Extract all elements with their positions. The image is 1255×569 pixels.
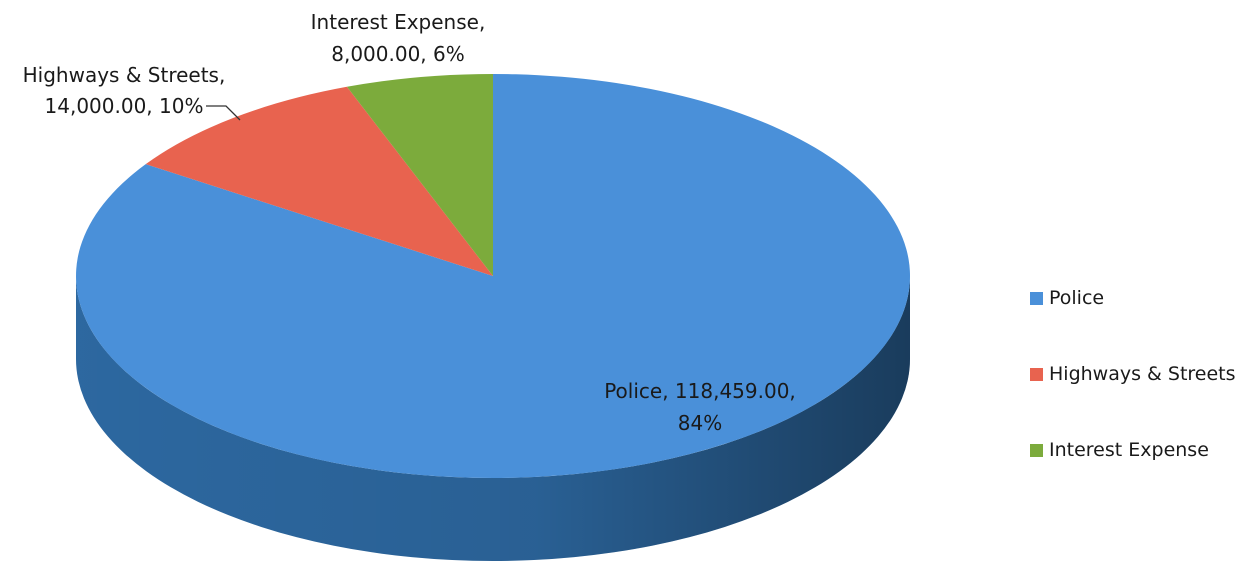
data-label-police-line1: Police, 118,459.00, [604, 379, 796, 403]
slice-police [76, 74, 911, 478]
slice-highways-streets [145, 86, 494, 276]
legend-item-highways-streets: Highways & Streets [1030, 358, 1252, 390]
pie-tops [76, 74, 911, 478]
legend-label-interest-expense: Interest Expense [1049, 439, 1209, 461]
legend-swatch-highways-streets [1030, 367, 1043, 381]
leader-lines [206, 105, 241, 121]
data-label-highways-streets-line2: 14,000.00, 10% [45, 94, 204, 118]
legend-item-interest-expense: Interest Expense [1030, 434, 1252, 466]
pie-sides [76, 276, 910, 561]
slice-interest-expense [346, 74, 493, 276]
legend-item-police: Police [1030, 282, 1252, 314]
side-shading [76, 276, 910, 561]
data-label-highways-streets-line1: Highways & Streets, [23, 63, 226, 87]
data-labels: Police, 118,459.00, 84% Highways & Streets… [23, 10, 796, 435]
data-label-interest-expense-line1: Interest Expense, [311, 10, 486, 34]
legend-label-highways-streets: Highways & Streets [1049, 363, 1236, 385]
data-label-police-line2: 84% [678, 411, 722, 435]
data-label-interest-expense-line2: 8,000.00, 6% [331, 42, 465, 66]
leader-line-highways-streets [206, 105, 241, 121]
legend-label-police: Police [1049, 287, 1105, 309]
legend-swatch-interest-expense [1030, 443, 1043, 457]
legend-swatch-police [1030, 291, 1043, 305]
legend: Police Highways & Streets Interest Expen… [1030, 282, 1252, 510]
